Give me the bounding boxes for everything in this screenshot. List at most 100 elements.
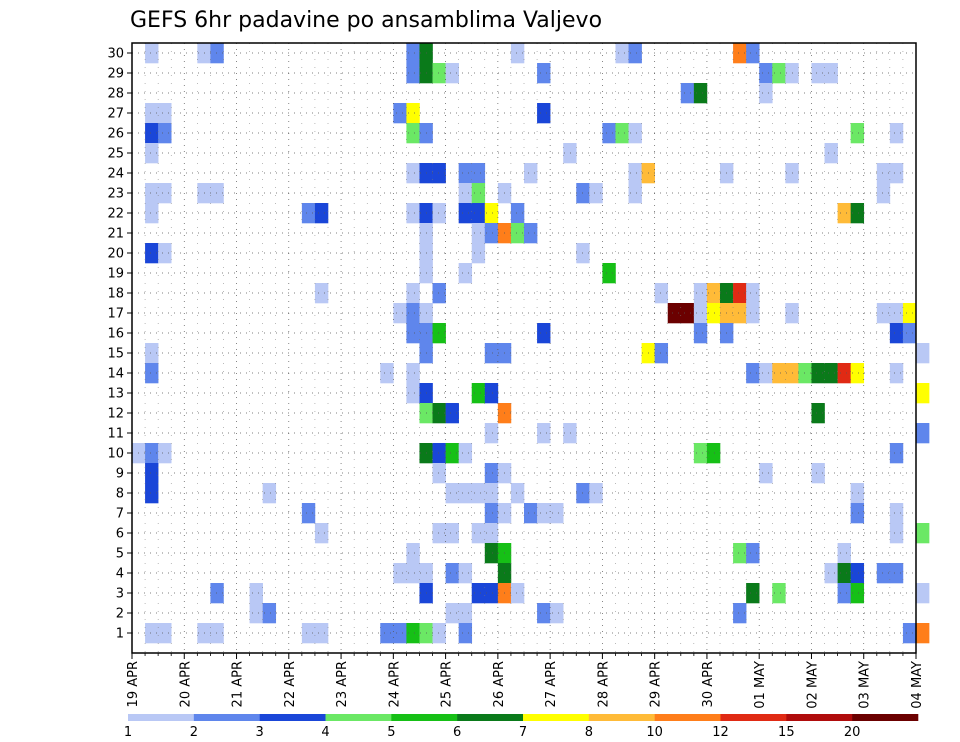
precip-cell xyxy=(759,463,773,484)
x-tick-label: 28 APR xyxy=(596,661,611,707)
precip-cell xyxy=(510,43,525,64)
precip-cell xyxy=(145,143,159,164)
precip-cell xyxy=(301,203,316,224)
precip-cell xyxy=(471,483,486,504)
colorbar-swatch xyxy=(193,714,260,721)
precip-cell xyxy=(484,423,499,444)
y-tick-label: 11 xyxy=(107,427,124,442)
precip-cell xyxy=(889,443,904,464)
precip-cell xyxy=(550,603,564,624)
precip-cell xyxy=(916,583,930,604)
precip-cell xyxy=(406,543,420,564)
precip-cell xyxy=(654,283,669,304)
precip-cell xyxy=(484,223,499,244)
precip-cell xyxy=(733,283,747,304)
precip-cell xyxy=(876,183,891,204)
precip-cell xyxy=(393,303,407,324)
precip-cell xyxy=(458,563,473,584)
precip-cell xyxy=(706,303,721,324)
precip-cell xyxy=(589,483,603,504)
precip-cell xyxy=(537,603,551,624)
precip-cell xyxy=(746,583,760,604)
y-tick-label: 29 xyxy=(107,67,124,82)
precip-cell xyxy=(759,63,773,84)
precip-cell xyxy=(393,103,407,124)
y-tick-label: 18 xyxy=(107,287,124,302)
precip-cell xyxy=(563,143,577,164)
precip-cell xyxy=(876,303,891,324)
x-tick-label: 24 APR xyxy=(387,661,402,707)
x-tick-label: 22 APR xyxy=(283,661,298,707)
precip-cell xyxy=(445,563,459,584)
precip-cell xyxy=(916,343,930,364)
precip-cell xyxy=(406,363,420,384)
precip-cell xyxy=(301,623,316,644)
precip-cell xyxy=(889,303,904,324)
precip-cell xyxy=(432,463,446,484)
precip-cell xyxy=(145,343,159,364)
precip-cell xyxy=(158,123,172,144)
precip-cell xyxy=(615,43,629,64)
precip-cell xyxy=(811,363,825,384)
precip-cell xyxy=(772,583,786,604)
precip-cell xyxy=(693,283,708,304)
precip-cell xyxy=(471,223,486,244)
precip-cell xyxy=(484,203,499,224)
precip-cell xyxy=(145,623,159,644)
colorbar: 1 2 3 4 5 6 7 8 10 12 15 20 xyxy=(124,714,919,740)
precip-cell xyxy=(537,423,551,444)
precip-cell xyxy=(484,543,499,564)
precip-cell xyxy=(158,243,172,264)
colorbar-swatch xyxy=(720,714,787,721)
precip-cell xyxy=(458,443,473,464)
precip-cell xyxy=(889,123,904,144)
precip-cell xyxy=(145,183,159,204)
precip-cell xyxy=(458,623,473,644)
precip-cell xyxy=(537,103,551,124)
y-tick-label: 7 xyxy=(116,507,124,522)
precip-cell xyxy=(850,503,865,524)
precip-cell xyxy=(145,463,159,484)
precip-cell xyxy=(471,163,486,184)
x-tick-label: 20 APR xyxy=(178,661,193,707)
y-tick-label: 3 xyxy=(116,587,124,602)
precip-cell xyxy=(628,123,642,144)
colorbar-swatch xyxy=(325,714,392,721)
precip-cell xyxy=(824,363,838,384)
precip-cell xyxy=(406,123,420,144)
precip-cell xyxy=(837,583,851,604)
precip-cell xyxy=(445,403,459,424)
precip-cell xyxy=(563,423,577,444)
x-tick-label: 25 APR xyxy=(440,661,455,707)
precip-cell xyxy=(876,163,891,184)
precip-cell xyxy=(210,183,224,204)
precip-cell xyxy=(406,563,420,584)
colorbar-label: 12 xyxy=(712,725,729,740)
precip-cell xyxy=(445,523,459,544)
precip-cell xyxy=(615,123,629,144)
precip-cell xyxy=(445,63,459,84)
precip-cell xyxy=(406,623,420,644)
precip-cell xyxy=(458,203,473,224)
y-tick-label: 4 xyxy=(116,567,124,582)
precip-cell xyxy=(406,103,420,124)
precip-cell xyxy=(628,43,642,64)
precip-cell xyxy=(393,623,407,644)
precip-cell xyxy=(393,563,407,584)
colorbar-label: 4 xyxy=(321,725,329,740)
precip-cell xyxy=(693,443,708,464)
precip-cell xyxy=(693,323,708,344)
precip-cell xyxy=(471,243,486,264)
precip-cell xyxy=(471,183,486,204)
colorbar-label: 2 xyxy=(190,725,198,740)
precip-cell xyxy=(733,43,747,64)
y-tick-label: 2 xyxy=(116,607,124,622)
precip-cell xyxy=(824,563,838,584)
y-tick-label: 8 xyxy=(116,487,124,502)
precip-cell xyxy=(262,483,277,504)
precip-cell xyxy=(733,543,747,564)
y-tick-label: 12 xyxy=(107,407,124,422)
precip-cell xyxy=(537,323,551,344)
y-tick-label: 26 xyxy=(107,127,124,142)
